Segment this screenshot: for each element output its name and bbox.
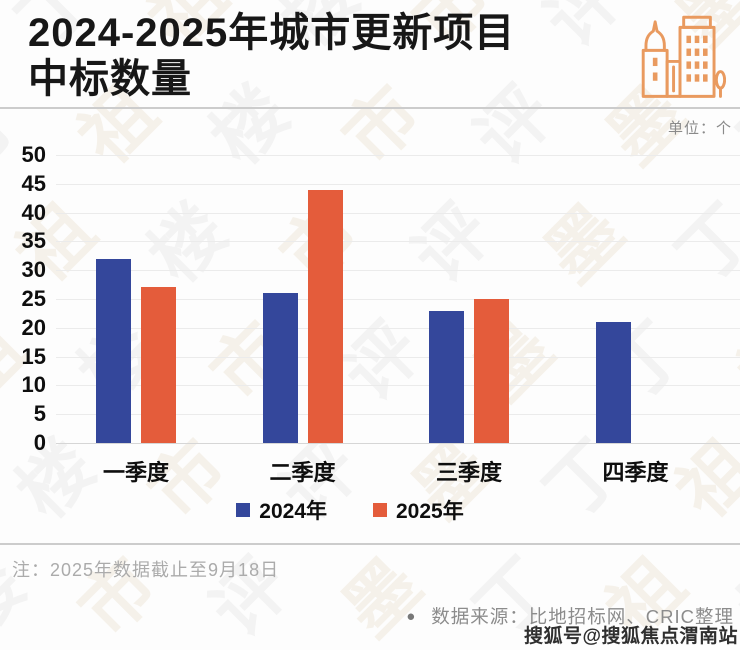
gridline — [56, 414, 740, 416]
unit-label: 单位：个 — [667, 120, 732, 137]
data-source: ● 数据来源：比地招标网、CRIC整理 — [406, 603, 734, 629]
y-axis-tick-label: 15 — [21, 343, 46, 369]
bar — [96, 258, 131, 443]
dot-icon: ● — [406, 607, 416, 625]
y-axis-tick-label: 35 — [21, 228, 46, 254]
footer-divider — [0, 543, 740, 545]
gridline — [56, 385, 740, 387]
chart-legend: 2024年 2025年 — [0, 495, 700, 525]
footnote: 注：2025年数据截止至9月18日 — [12, 560, 280, 580]
y-axis-tick-label: 10 — [21, 372, 46, 398]
y-axis-tick-label: 20 — [21, 314, 46, 340]
y-axis-tick-label: 50 — [21, 142, 46, 167]
bar — [262, 293, 298, 443]
legend-item: 2024年 — [236, 495, 327, 525]
legend-swatch-icon — [373, 503, 387, 517]
data-source-text: 数据来源：比地招标网、CRIC整理 — [431, 606, 734, 627]
bar-chart: 0 5 10 15 20 25 30 35 40 45 50 一季度 二季度 三季度 四季度 2024年 2… — [0, 142, 740, 535]
legend-label: 2024年 — [259, 500, 327, 523]
bar — [429, 310, 464, 443]
x-axis-label: 三季度 — [435, 460, 502, 485]
x-axis-label: 四季度 — [602, 460, 669, 485]
y-axis: 0 5 10 15 20 25 30 35 40 45 50 — [0, 142, 46, 455]
gridline — [56, 327, 740, 329]
gridline — [56, 270, 740, 272]
gridline — [56, 212, 740, 214]
y-axis-tick-label: 5 — [33, 401, 46, 427]
gridline — [56, 241, 740, 243]
buildings-icon — [641, 15, 726, 98]
title-line-1: 2024-2025年城市更新项目 — [28, 11, 516, 55]
gridline — [56, 443, 740, 444]
x-axis-label: 一季度 — [102, 460, 169, 485]
y-axis-tick-label: 40 — [21, 199, 46, 225]
title-line-2: 中标数量 — [28, 57, 192, 101]
y-axis-tick-label: 45 — [21, 170, 46, 196]
gridline — [56, 155, 740, 156]
legend-swatch-icon — [236, 503, 251, 517]
gridline — [56, 356, 740, 358]
y-axis-tick-label: 25 — [21, 286, 46, 311]
page-title: 2024-2025年城市更新项目 中标数量 — [28, 10, 515, 102]
legend-label: 2025年 — [396, 500, 464, 523]
gridline — [56, 299, 740, 300]
bar — [595, 322, 631, 443]
gridline — [56, 183, 740, 185]
legend-item: 2025年 — [373, 495, 464, 525]
x-axis-label: 二季度 — [269, 460, 336, 485]
plot-area: 一季度 二季度 三季度 四季度 — [56, 155, 740, 485]
y-axis-tick-label: 0 — [33, 430, 46, 455]
bar — [307, 189, 343, 443]
bar — [474, 299, 509, 443]
y-axis-tick-label: 30 — [21, 257, 46, 283]
sohu-watermark: 搜狐号@搜狐焦点渭南站 — [523, 626, 738, 647]
bar — [141, 287, 176, 443]
header-divider — [0, 107, 740, 109]
